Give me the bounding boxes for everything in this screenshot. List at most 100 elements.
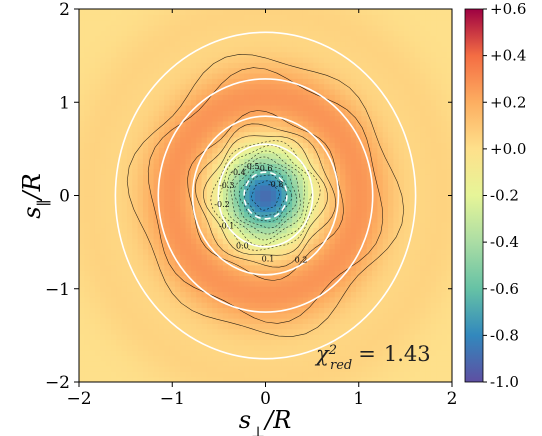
heatmap-cell xyxy=(297,339,304,346)
heatmap-cell xyxy=(393,62,400,69)
heatmap-cell xyxy=(110,163,117,170)
heatmap-cell xyxy=(164,200,171,207)
heatmap-cell xyxy=(121,296,128,303)
heatmap-cell xyxy=(89,243,96,250)
heatmap-cell xyxy=(324,371,331,378)
heatmap-cell xyxy=(313,120,320,127)
heatmap-cell xyxy=(244,291,251,298)
heatmap-cell xyxy=(430,355,437,362)
heatmap-cell xyxy=(244,19,251,26)
heatmap-cell xyxy=(105,312,112,319)
heatmap-cell xyxy=(420,158,426,165)
heatmap-cell xyxy=(372,14,378,21)
heatmap-cell xyxy=(382,67,389,74)
heatmap-cell xyxy=(233,56,240,63)
heatmap-cell xyxy=(174,238,181,245)
y-tick-label: 1 xyxy=(59,93,70,113)
heatmap-cell xyxy=(340,232,347,239)
heatmap-cell xyxy=(313,99,320,106)
heatmap-cell xyxy=(158,184,165,191)
heatmap-cell xyxy=(222,323,229,330)
heatmap-cell xyxy=(361,83,368,90)
heatmap-cell xyxy=(324,14,331,21)
heatmap-cell xyxy=(185,99,192,106)
heatmap-cell xyxy=(324,254,331,261)
heatmap-cell xyxy=(366,350,373,356)
heatmap-cell xyxy=(153,62,160,69)
heatmap-cell xyxy=(425,110,432,117)
heatmap-cell xyxy=(313,334,320,340)
heatmap-cell xyxy=(329,296,336,303)
heatmap-cell xyxy=(137,46,144,53)
heatmap-cell xyxy=(142,312,149,319)
heatmap-cell xyxy=(340,339,347,346)
heatmap-cell xyxy=(89,376,96,382)
heatmap-cell xyxy=(313,67,320,74)
heatmap-cell xyxy=(409,200,416,207)
heatmap-cell xyxy=(324,88,331,95)
heatmap-cell xyxy=(222,51,229,58)
heatmap-cell xyxy=(105,88,112,95)
heatmap-cell xyxy=(393,243,400,250)
heatmap-cell xyxy=(185,339,192,346)
heatmap-cell xyxy=(329,67,336,74)
heatmap-cell xyxy=(361,19,368,26)
heatmap-cell xyxy=(329,360,336,367)
heatmap-cell xyxy=(84,302,91,308)
heatmap-cell xyxy=(361,206,368,213)
heatmap-cell xyxy=(217,94,224,101)
heatmap-cell xyxy=(79,168,85,175)
heatmap-cell xyxy=(212,9,219,15)
heatmap-cell xyxy=(84,142,91,149)
heatmap-cell xyxy=(446,264,452,271)
heatmap-cell xyxy=(356,286,363,293)
heatmap-cell xyxy=(228,232,235,239)
heatmap-cell xyxy=(174,99,181,106)
heatmap-cell xyxy=(121,56,128,63)
heatmap-cell xyxy=(249,280,256,287)
heatmap-cell xyxy=(318,366,325,372)
heatmap-cell xyxy=(425,46,432,53)
heatmap-cell xyxy=(436,67,442,74)
heatmap-cell xyxy=(254,286,261,293)
heatmap-cell xyxy=(361,312,368,319)
heatmap-cell xyxy=(425,35,432,42)
heatmap-cell xyxy=(238,366,245,372)
heatmap-cell xyxy=(164,227,171,234)
heatmap-cell xyxy=(206,232,213,239)
heatmap-cell xyxy=(398,40,405,47)
heatmap-cell xyxy=(414,174,421,181)
heatmap-cell xyxy=(308,227,315,234)
heatmap-cell xyxy=(110,46,117,53)
heatmap-cell xyxy=(281,168,288,175)
heatmap-cell xyxy=(254,184,261,191)
heatmap-cell xyxy=(409,110,416,117)
heatmap-cell xyxy=(126,254,133,261)
heatmap-cell xyxy=(270,78,277,85)
heatmap-cell xyxy=(281,254,288,261)
heatmap-cell xyxy=(137,312,144,319)
heatmap-cell xyxy=(420,307,426,314)
model-contour xyxy=(191,115,340,276)
model-contour xyxy=(243,171,288,220)
heatmap-cell xyxy=(89,360,96,367)
heatmap-cell xyxy=(372,190,378,197)
heatmap-cell xyxy=(233,62,240,69)
heatmap-cell xyxy=(260,371,267,378)
heatmap-cell xyxy=(281,360,288,367)
heatmap-cell xyxy=(361,195,368,202)
heatmap-cell xyxy=(79,126,85,133)
heatmap-cell xyxy=(308,104,315,111)
heatmap-cell xyxy=(414,195,421,202)
heatmap-cell xyxy=(201,307,208,314)
heatmap-cell xyxy=(217,99,224,106)
heatmap-cell xyxy=(276,142,283,149)
heatmap-cell xyxy=(238,222,245,229)
heatmap-cell xyxy=(366,24,373,31)
heatmap-cell xyxy=(100,19,107,26)
heatmap-cell xyxy=(132,46,139,53)
heatmap-cell xyxy=(137,56,144,63)
heatmap-cell xyxy=(196,152,203,159)
heatmap-cell xyxy=(366,126,373,133)
heatmap-cell xyxy=(153,110,160,117)
